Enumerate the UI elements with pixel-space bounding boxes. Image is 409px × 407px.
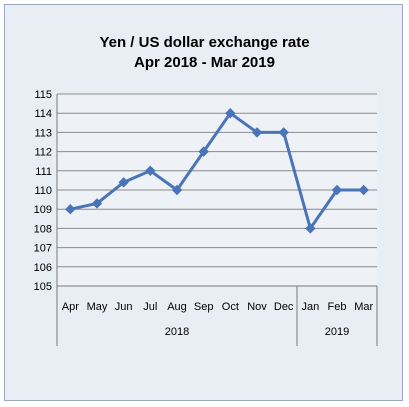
data-point-marker — [225, 107, 236, 119]
x-tick-label: May — [87, 301, 108, 313]
group-label: 2019 — [325, 326, 349, 338]
y-tick-label: 105 — [34, 281, 52, 293]
x-tick-label: Mar — [354, 301, 373, 313]
chart-subtitle: Apr 2018 - Mar 2019 — [134, 54, 275, 71]
x-tick-label: Nov — [247, 301, 267, 313]
x-tick-label: Jan — [301, 301, 319, 313]
data-point-marker — [278, 127, 289, 138]
y-tick-label: 110 — [34, 185, 52, 197]
y-tick-label: 114 — [34, 108, 52, 120]
data-point-marker — [91, 198, 103, 209]
y-tick-label: 115 — [34, 89, 52, 101]
data-point-marker — [145, 165, 156, 177]
data-point-marker — [305, 223, 316, 234]
x-tick-label: Oct — [222, 301, 239, 313]
x-tick-label: Apr — [62, 301, 79, 313]
data-point-marker — [358, 184, 369, 196]
data-point-marker — [251, 127, 263, 138]
series-line — [70, 111, 364, 230]
x-tick-label: Jun — [115, 301, 133, 313]
data-point-marker — [331, 184, 343, 196]
chart-title: Yen / US dollar exchange rate — [99, 34, 310, 51]
y-tick-label: 107 — [34, 243, 52, 255]
data-point-marker — [171, 184, 183, 196]
data-point-marker — [118, 177, 129, 188]
y-tick-label: 111 — [35, 166, 52, 178]
group-label: 2018 — [165, 326, 189, 338]
x-tick-label: Sep — [194, 301, 214, 313]
y-tick-label: 106 — [34, 262, 52, 274]
x-tick-label: Aug — [167, 301, 187, 313]
y-tick-label: 113 — [34, 127, 52, 139]
y-tick-label: 109 — [34, 204, 52, 216]
data-point-marker — [65, 203, 76, 215]
x-tick-label: Jul — [143, 301, 157, 313]
data-point-marker — [198, 146, 209, 157]
y-tick-label: 108 — [34, 223, 52, 235]
x-tick-label: Dec — [274, 301, 294, 313]
y-tick-label: 112 — [34, 147, 52, 159]
x-tick-label: Feb — [328, 301, 347, 313]
